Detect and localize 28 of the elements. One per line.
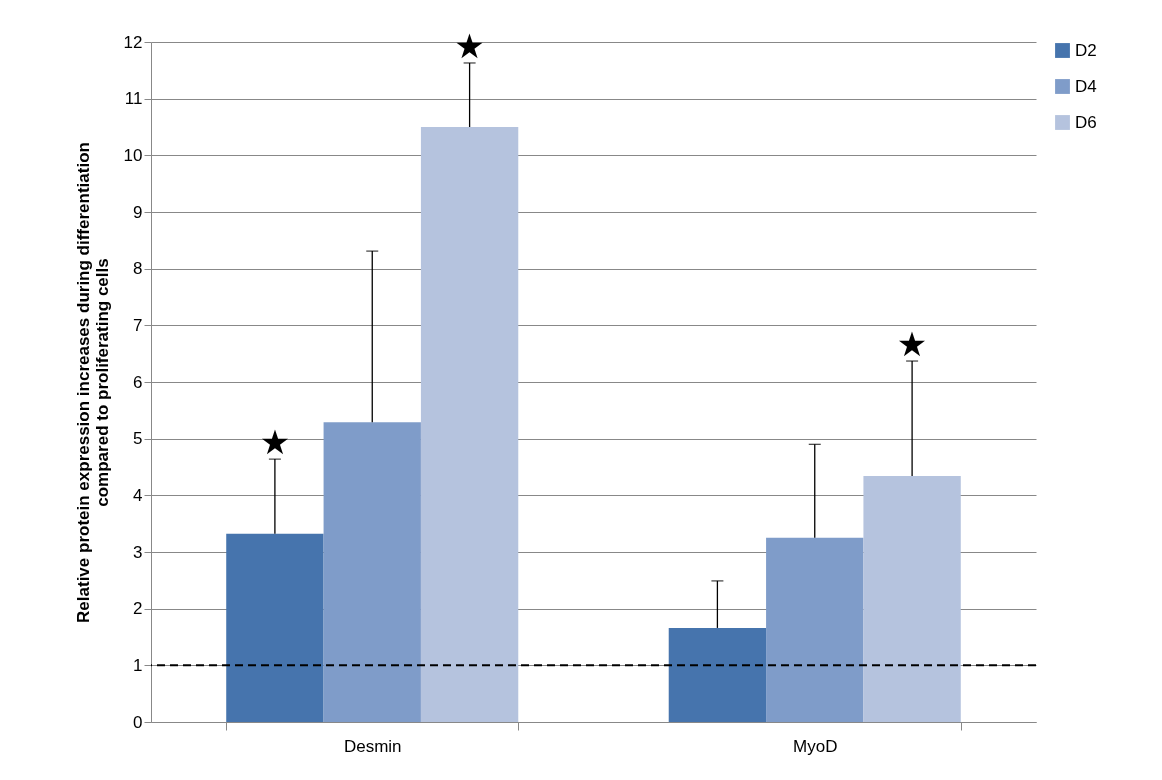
legend-label: D2 xyxy=(1075,40,1097,60)
y-tick-label: 4 xyxy=(133,485,143,505)
y-tick-label: 10 xyxy=(123,145,143,165)
bar xyxy=(668,627,767,722)
bar xyxy=(420,127,519,722)
y-tick-label: 8 xyxy=(133,259,143,279)
y-tick-label: 3 xyxy=(133,542,143,562)
y-tick-label: 11 xyxy=(124,89,143,109)
x-tick-label: MyoD xyxy=(793,736,838,756)
y-tick-label: 7 xyxy=(133,315,143,335)
bar xyxy=(323,422,421,722)
y-tick-label: 1 xyxy=(133,655,143,675)
legend-label: D4 xyxy=(1075,76,1097,96)
y-tick-label: 5 xyxy=(133,429,143,449)
y-tick-label: 2 xyxy=(133,599,143,619)
y-tick-label: 0 xyxy=(133,712,143,732)
annotation: ★ xyxy=(896,324,928,365)
annotation: ★ xyxy=(454,25,485,66)
annotation: ★ xyxy=(259,422,291,463)
y-tick-label: 6 xyxy=(133,372,143,392)
legend-label: D6 xyxy=(1075,112,1097,132)
y-tick-label: 9 xyxy=(133,202,143,222)
bar xyxy=(766,537,864,722)
x-tick-label: Desmin xyxy=(343,736,402,756)
y-axis-title: Relative protein expression increases during differentiation compared to proliferating cells xyxy=(73,142,112,623)
bar xyxy=(226,533,324,722)
y-tick-label: 12 xyxy=(123,32,143,52)
bar xyxy=(863,476,961,722)
